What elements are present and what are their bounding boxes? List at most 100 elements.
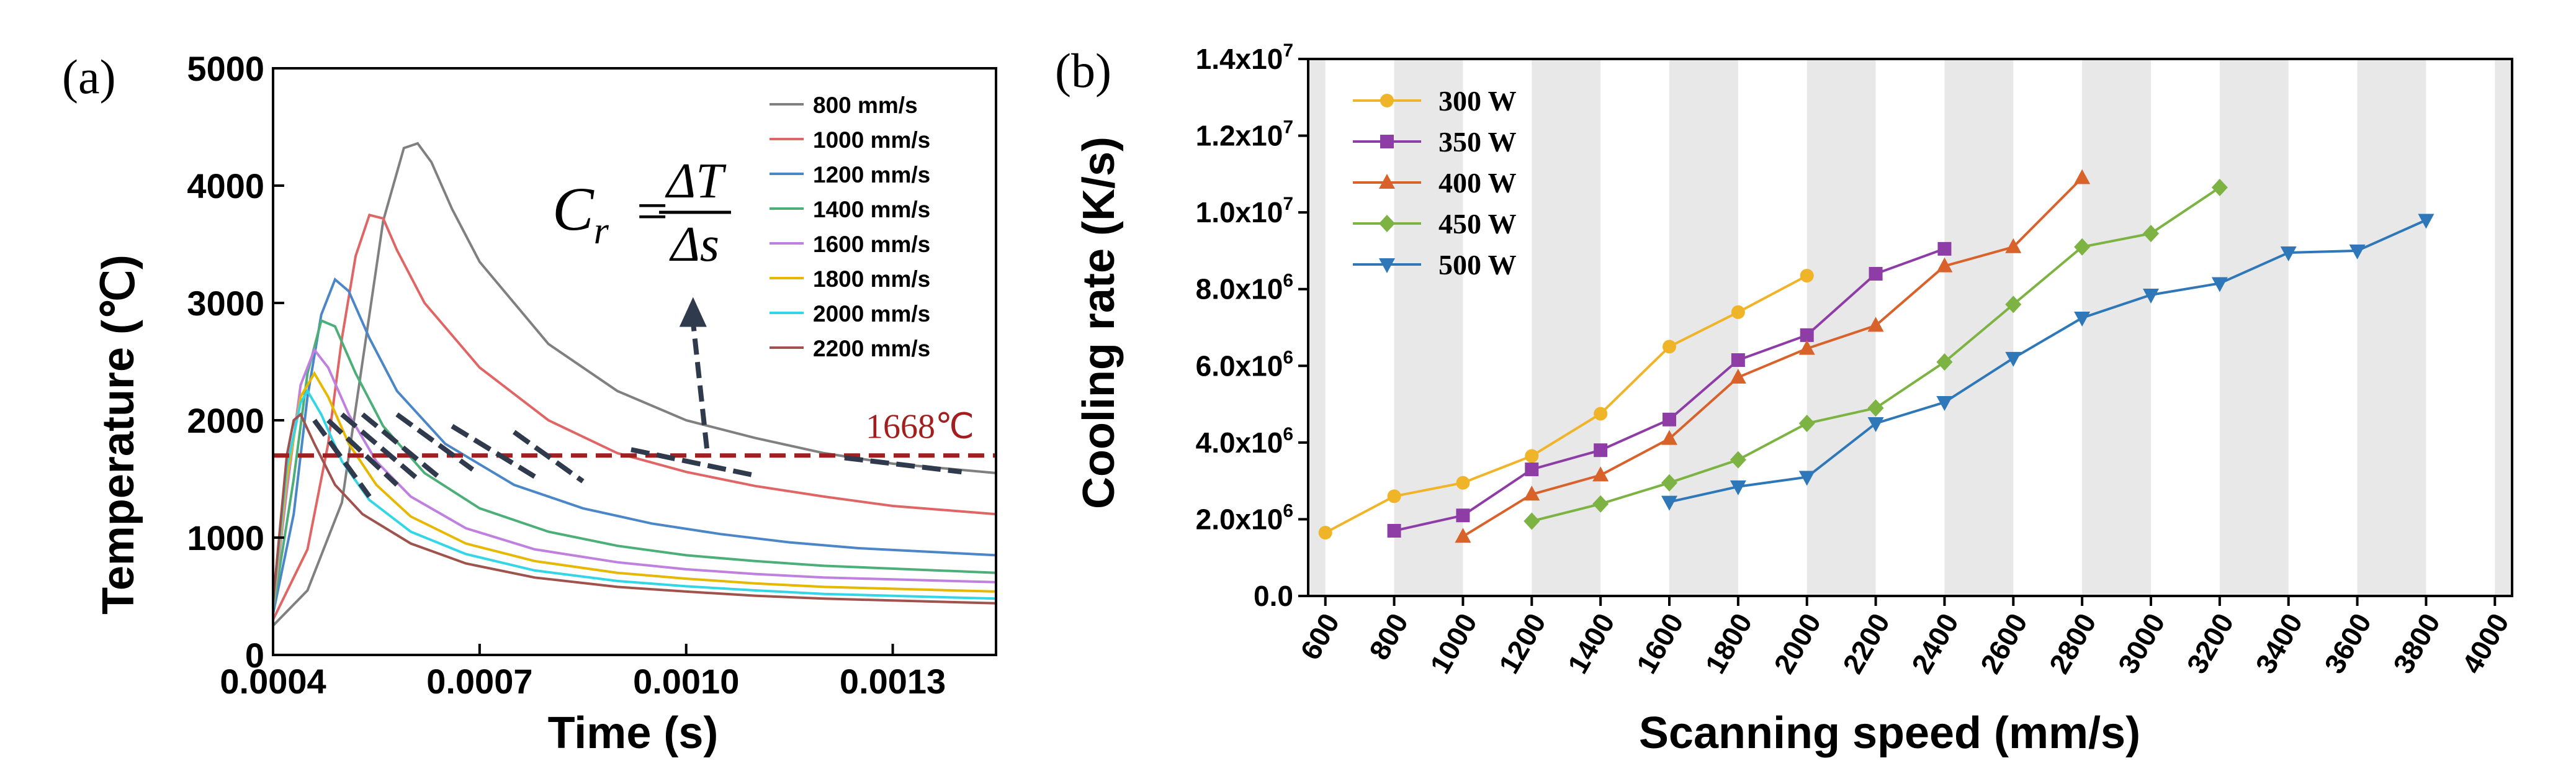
legend-marker [1380,94,1394,107]
data-point [1800,328,1814,342]
x-tick-label: 4000 [2456,608,2515,679]
data-point [1456,476,1470,490]
data-point [1387,489,1401,503]
data-point [1594,443,1608,458]
legend-marker [1380,135,1394,148]
data-point [1867,399,1884,417]
x-tick-label: 0.0010 [633,662,739,701]
series-line-400-W [1462,177,2083,538]
panel-b-y-axis-title: Cooling rate (K/s) [1074,137,1124,509]
panel-b-axes-frame [1307,58,2513,597]
panel-a-axes-frame [272,67,997,656]
background-band [2219,59,2289,596]
x-tick-label: 3800 [2387,608,2446,679]
data-point [1663,412,1676,426]
x-tick-label: 600 [1294,608,1345,665]
tangent-line [395,412,475,472]
series-line-2200-mm-s [272,412,997,605]
panel-a-y-axis-title: Temperature (℃) [94,255,143,615]
data-point [1731,353,1745,368]
x-tick-label: 3200 [2180,608,2240,679]
x-tick-label: 0.0013 [840,662,946,701]
panel-b-label: (b) [1055,43,1111,97]
data-point [1663,340,1676,354]
background-band [1532,59,1601,596]
x-tick-label: 1600 [1630,608,1689,679]
background-band [1669,59,1738,596]
x-tick-label: 0.0004 [220,662,326,701]
panel-a: 1668℃ 0 1000 2000 3000 4000 5000 0.0004 0.0007 0.… [62,49,997,758]
arrow-shaft [690,322,709,449]
x-tick-label: 800 [1363,608,1414,665]
reference-line-label: 1668℃ [866,408,974,446]
background-band [2082,59,2151,596]
data-point [2074,169,2091,184]
background-band [1308,59,1326,596]
y-tick-label: 1.4x107 [1196,40,1293,75]
formula-denominator: Δs [669,217,719,272]
y-tick-label: 0.0 [1254,580,1293,612]
x-tick-label: 2200 [1836,608,1896,679]
x-tick-label: 0.0007 [426,662,532,701]
panel-b-plot-area: 0.0 2.0x106 4.0x106 6.0x106 8.0x106 1.0x107 1.… [1196,40,2515,679]
data-point [2074,238,2091,256]
series-line-2000-mm-s [272,388,997,605]
series-line-500-W [1669,219,2427,503]
data-point [1798,414,1815,432]
legend-label: 1600 mm/s [813,232,930,257]
legend-label: 1000 mm/s [813,127,930,153]
y-tick-label: 2.0x106 [1196,500,1293,535]
series-line-1800-mm-s [272,371,997,606]
data-point [1936,395,1953,411]
data-point [1592,495,1609,513]
panel-b-x-axis-title: Scanning speed (mm/s) [1639,708,2140,758]
legend-label: 400 W [1438,167,1517,199]
data-point [1524,512,1540,530]
data-point [1937,241,1952,256]
panel-b-legend: 300 W 350 W 400 W 450 W 500 W [1353,85,1517,281]
legend-label: 1800 mm/s [813,266,930,292]
x-tick-label: 1200 [1492,608,1552,679]
data-point [1318,526,1332,540]
data-point [1730,480,1746,495]
data-point [1525,449,1539,463]
y-tick-label: 4000 [187,166,264,205]
formula-lhs: Cr [552,174,609,252]
background-band [2495,59,2512,596]
tangent-line [513,430,585,484]
x-tick-label: 3000 [2111,608,2171,679]
series-line-1000-mm-s [272,213,997,621]
legend-label: 350 W [1438,126,1517,158]
data-point [2211,277,2228,292]
legend-marker [1379,258,1395,273]
data-point [2418,214,2435,229]
data-point [1936,257,1953,273]
x-tick-label: 2000 [1767,608,1827,679]
background-band [1806,59,1876,596]
series-line-300-W [1324,274,1808,534]
legend-label: 1400 mm/s [813,197,930,222]
y-tick-label: 3000 [187,284,264,323]
data-point [1936,353,1953,371]
data-point [1800,269,1814,283]
arrow-head [679,297,707,327]
legend-label: 450 W [1438,208,1517,240]
data-point [1798,340,1815,355]
tangent-line [631,447,756,478]
x-tick-label: 1800 [1699,608,1758,679]
x-tick-label: 3400 [2249,608,2309,679]
data-point [2280,246,2297,262]
data-point [1798,471,1815,486]
data-point [1731,305,1745,319]
panel-a-label: (a) [62,50,116,104]
background-band [2357,59,2426,596]
tangent-line [312,418,372,499]
legend-marker [1379,174,1395,189]
data-point [1592,466,1609,482]
data-point [1455,528,1471,543]
data-point [1525,462,1539,477]
background-band [1944,59,2014,596]
series-line-1600-mm-s [272,347,997,608]
y-tick-label: 0 [245,636,264,675]
